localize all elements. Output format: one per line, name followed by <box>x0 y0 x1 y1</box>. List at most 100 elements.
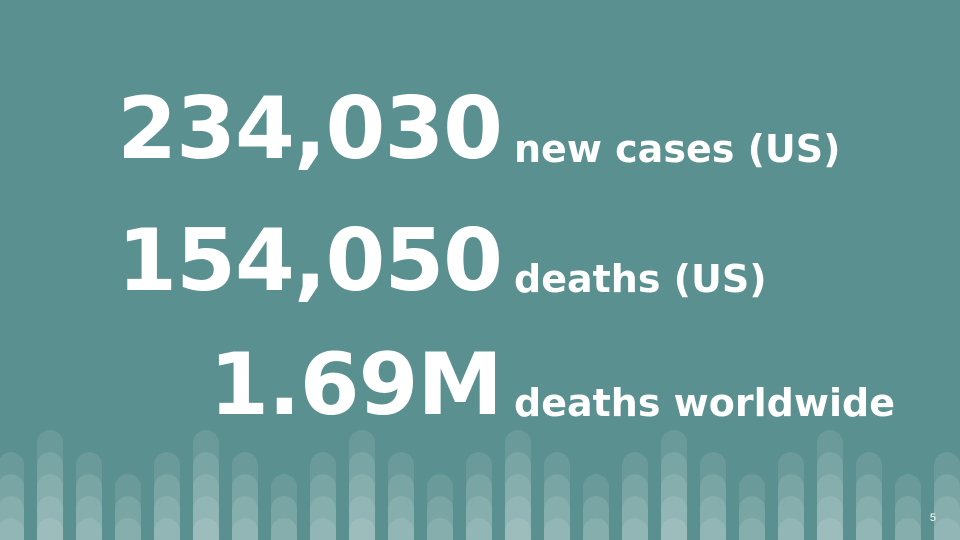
stat-value: 154,050 <box>117 211 503 311</box>
decorative-bar <box>544 452 570 540</box>
decorative-bar <box>154 496 180 540</box>
decorative-bar <box>427 474 453 540</box>
decorative-bar <box>466 452 492 540</box>
decorative-bar <box>349 430 375 540</box>
page-number: 5 <box>929 512 936 524</box>
stat-value: 234,030 <box>117 79 503 179</box>
decorative-bar <box>154 518 180 540</box>
decorative-bar <box>544 518 570 540</box>
decorative-bar <box>895 496 921 540</box>
decorative-bar <box>739 474 765 540</box>
decorative-bar <box>349 496 375 540</box>
decorative-bar <box>661 474 687 540</box>
decorative-bar <box>856 474 882 540</box>
decorative-bar <box>388 496 414 540</box>
decorative-bar <box>622 518 648 540</box>
decorative-bar <box>778 452 804 540</box>
stat-label: deaths (US) <box>514 257 767 301</box>
decorative-bar <box>856 496 882 540</box>
decorative-bar <box>778 496 804 540</box>
decorative-bar <box>505 518 531 540</box>
decorative-bar <box>817 496 843 540</box>
stat-deaths-worldwide: 1.69M deaths worldwide <box>0 338 960 438</box>
decorative-bar <box>37 430 63 540</box>
decorative-bar <box>622 452 648 540</box>
decorative-bar <box>622 474 648 540</box>
decorative-bar <box>700 496 726 540</box>
decorative-bar <box>349 474 375 540</box>
decorative-bar <box>388 452 414 540</box>
decorative-bar <box>739 518 765 540</box>
stat-new-cases-us: 234,030 new cases (US) <box>0 82 960 182</box>
decorative-bar <box>895 474 921 540</box>
decorative-bar <box>700 452 726 540</box>
decorative-bar <box>310 474 336 540</box>
stat-label: deaths worldwide <box>514 381 895 425</box>
decorative-bar <box>271 496 297 540</box>
decorative-bar <box>817 518 843 540</box>
decorative-bar <box>544 474 570 540</box>
decorative-bar <box>310 518 336 540</box>
decorative-bar <box>622 496 648 540</box>
decorative-bar <box>427 496 453 540</box>
decorative-bar <box>466 518 492 540</box>
decorative-bar <box>76 452 102 540</box>
decorative-bar <box>232 474 258 540</box>
decorative-bar <box>76 496 102 540</box>
decorative-bar <box>661 430 687 540</box>
decorative-bar <box>37 496 63 540</box>
decorative-bar <box>778 518 804 540</box>
decorative-bar <box>700 474 726 540</box>
decorative-bar <box>934 452 960 540</box>
decorative-bar <box>817 430 843 540</box>
decorative-bar <box>310 496 336 540</box>
decorative-bar <box>856 452 882 540</box>
decorative-bar <box>193 452 219 540</box>
decorative-bar <box>232 452 258 540</box>
decorative-bar <box>661 452 687 540</box>
decorative-bar <box>505 496 531 540</box>
decorative-bar <box>817 474 843 540</box>
decorative-bar <box>388 518 414 540</box>
decorative-bar <box>154 474 180 540</box>
decorative-bar <box>115 474 141 540</box>
decorative-bar <box>310 452 336 540</box>
decorative-bar <box>739 496 765 540</box>
decorative-bar <box>193 430 219 540</box>
decorative-bar <box>193 474 219 540</box>
decorative-bar <box>115 518 141 540</box>
decorative-bar <box>856 518 882 540</box>
decorative-bar <box>37 474 63 540</box>
decorative-bar <box>817 452 843 540</box>
decorative-bar <box>271 518 297 540</box>
decorative-bar <box>37 452 63 540</box>
decorative-bar <box>466 496 492 540</box>
decorative-bar <box>778 474 804 540</box>
decorative-bar <box>76 518 102 540</box>
decorative-bar <box>154 452 180 540</box>
decorative-bar <box>583 474 609 540</box>
decorative-bar <box>895 518 921 540</box>
stat-deaths-us: 154,050 deaths (US) <box>0 214 960 314</box>
decorative-bar <box>583 518 609 540</box>
stat-value: 1.69M <box>209 335 503 435</box>
decorative-bar <box>349 452 375 540</box>
decorative-bar <box>505 430 531 540</box>
decorative-bar <box>583 496 609 540</box>
decorative-bar <box>0 474 24 540</box>
decorative-bar <box>271 474 297 540</box>
decorative-bar <box>466 474 492 540</box>
decorative-bar <box>934 474 960 540</box>
decorative-bar <box>700 518 726 540</box>
decorative-bar <box>544 496 570 540</box>
decorative-bar <box>0 518 24 540</box>
decorative-bar <box>232 518 258 540</box>
decorative-bar <box>0 452 24 540</box>
decorative-bar <box>934 496 960 540</box>
decorative-bar <box>0 496 24 540</box>
decorative-bar <box>37 518 63 540</box>
decorative-bar <box>349 518 375 540</box>
decorative-bar <box>427 518 453 540</box>
